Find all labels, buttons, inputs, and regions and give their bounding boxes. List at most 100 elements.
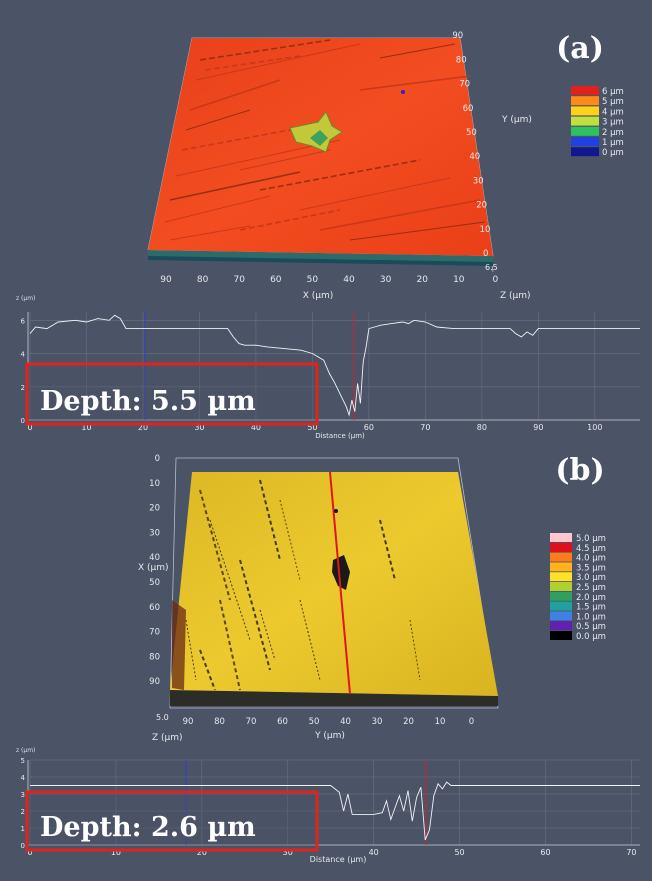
y-tick-a: 30: [473, 176, 484, 186]
scratch-streak-a: [319, 199, 481, 231]
x-tick-a: 0: [493, 275, 499, 285]
z-axis-label-b: Z (µm): [152, 733, 183, 743]
y-tick-b: 40: [340, 717, 351, 727]
x-tick-b: 70: [149, 628, 160, 638]
surface-edge-b: [170, 690, 498, 706]
profile-x-label-a: Distance (µm): [315, 432, 365, 440]
y-tick-a: 10: [480, 225, 491, 235]
legend-label-b: 1.0 µm: [576, 612, 606, 622]
legend-label-b: 1.5 µm: [576, 603, 606, 613]
scratch-streak-b: [279, 499, 301, 581]
depth-annotation-b: Depth: 2.6 µm: [40, 812, 256, 843]
scratch-streak-a: [359, 75, 471, 91]
y-tick-b: 10: [435, 717, 446, 727]
profile-y-tick-b: 2: [21, 808, 25, 816]
profile-x-tick-a: 30: [194, 423, 204, 432]
edge-stain-b: [172, 600, 186, 690]
scratch-streak-a: [181, 127, 301, 151]
depth-box-b: [25, 790, 319, 852]
scratch-streak-a: [189, 79, 281, 111]
scratch-streak-a: [164, 195, 271, 223]
profile-plot-b: z (µm) 0 1 2 3 4 5 0 10 20 30 40 50 60 70 Distance (…: [16, 747, 640, 864]
legend-swatch-b: [550, 601, 572, 611]
profile-area-b: [28, 760, 640, 845]
legend-swatch-b: [550, 582, 572, 591]
scratch-streak-b: [209, 519, 251, 641]
profile-x-tick-a: 90: [533, 423, 543, 432]
legend-swatch-b: [550, 552, 572, 562]
y-tick-b: 30: [372, 717, 383, 727]
scratch-streak-a: [239, 149, 331, 171]
profile-x-tick-a: 20: [138, 423, 148, 432]
scratch-streak-b: [199, 489, 231, 601]
legend-label-b: 0.5 µm: [576, 622, 606, 632]
x-tick-b: 80: [149, 652, 160, 662]
x-tick-b: 60: [149, 603, 160, 613]
y-axis-label-b: Y (µm): [314, 731, 345, 741]
legend-swatch-b: [550, 562, 572, 572]
surface-edge-dark-a: [148, 256, 493, 266]
legend-label-a: 0 µm: [602, 148, 624, 158]
legend-swatch-a: [571, 126, 599, 136]
legend-label-a: 4 µm: [602, 107, 624, 117]
indent-crater-a: [289, 111, 343, 153]
legend-label-b: 4.0 µm: [576, 554, 606, 564]
legend-label-b: 2.0 µm: [576, 593, 606, 603]
profile-y-tick-b: 5: [21, 757, 25, 765]
profile-y-tick-b: 4: [21, 774, 26, 782]
profile-x-tick-b: 0: [27, 848, 32, 857]
panel-label-a: (a): [556, 31, 604, 66]
y-tick-a: 0: [483, 249, 488, 259]
legend-label-b: 2.5 µm: [576, 583, 606, 593]
y-tick-b: 0: [469, 717, 474, 727]
profile-x-tick-a: 100: [587, 423, 602, 432]
legend-label-a: 3 µm: [602, 118, 624, 128]
x-tick-b: 20: [149, 504, 160, 514]
profile-x-tick-a: 80: [477, 423, 487, 432]
legend-label-b: 3.0 µm: [576, 573, 606, 583]
x-tick-b: 10: [149, 479, 160, 489]
x-tick-b: 40: [149, 553, 160, 563]
legend-swatch-a: [571, 86, 599, 95]
x-tick-a: 20: [416, 275, 428, 285]
profile-y-tick-a: 4: [21, 351, 26, 359]
y-axis-label-a: Y (µm): [501, 115, 532, 125]
indent-crater-b: [332, 555, 350, 590]
profile-y-tick-a: 6: [21, 317, 26, 325]
scratch-streak-b: [379, 519, 396, 581]
legend-swatch-b: [550, 631, 572, 640]
scratch-streak-a: [239, 209, 341, 231]
y-tick-b: 80: [214, 717, 225, 727]
legend-label-b: 5.0 µm: [576, 534, 606, 544]
x-tick-a: 30: [380, 275, 392, 285]
scratch-streak-a: [169, 225, 251, 241]
legend-swatch-b: [550, 591, 572, 601]
profile-x-tick-b: 40: [369, 848, 379, 857]
profile-x-tick-a: 0: [27, 423, 32, 432]
legend-swatch-b: [550, 572, 572, 582]
profile-y-ticks-b: 0 1 2 3 4 5: [21, 757, 26, 850]
y-tick-b: 50: [309, 717, 320, 727]
panel-label-b: (b): [555, 453, 604, 488]
color-legend-b: 5.0 µm4.5 µm4.0 µm3.5 µm3.0 µm2.5 µm2.0 …: [550, 533, 606, 642]
y-tick-b: 70: [246, 717, 257, 727]
depth-annotation-a: Depth: 5.5 µm: [40, 386, 256, 417]
profile-x-tick-b: 50: [454, 848, 464, 857]
legend-swatch-a: [571, 106, 599, 116]
x-axis-label-a: X (µm): [303, 291, 334, 301]
y-tick-b: 90: [183, 717, 194, 727]
profile-area-a: [28, 312, 640, 420]
scratch-streak-a: [185, 109, 251, 131]
profile-x-tick-a: 70: [420, 423, 430, 432]
legend-label-a: 6 µm: [602, 87, 624, 97]
profile-x-tick-a: 10: [81, 423, 91, 432]
profile-series-line-a: [29, 314, 640, 417]
x-axis-label-b: X (µm): [138, 563, 169, 573]
surface-plot-a: [147, 37, 494, 273]
legend-label-b: 3.5 µm: [576, 563, 606, 573]
profile-x-ticks-b: 0 10 20 30 40 50 60 70: [27, 848, 636, 857]
scratch-streak-b: [239, 559, 271, 671]
y-tick-a: 70: [459, 80, 470, 90]
profile-y-unit-a: z (µm): [16, 295, 35, 302]
legend-label-b: 0.0 µm: [576, 632, 606, 642]
